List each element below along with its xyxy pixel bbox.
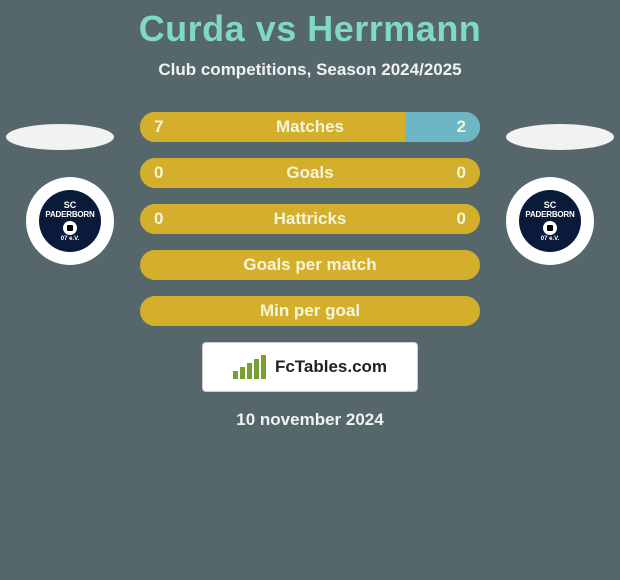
page-title: Curda vs Herrmann <box>0 0 620 50</box>
stat-right-value: 0 <box>457 158 466 188</box>
stat-row: Matches7 2 <box>140 112 480 142</box>
stat-row: Goals0 0 <box>140 158 480 188</box>
date-label: 10 november 2024 <box>0 410 620 430</box>
stat-left-value: 0 <box>154 204 163 234</box>
stat-left-value: 7 <box>154 112 163 142</box>
stat-right-value: 2 <box>457 112 466 142</box>
stat-label: Goals <box>140 158 480 188</box>
comparison-infographic: Curda vs Herrmann Club competitions, Sea… <box>0 0 620 580</box>
stats-rows-container: Matches72Goals00Hattricks00Goals per mat… <box>0 112 620 326</box>
stat-right-value: 0 <box>457 204 466 234</box>
stat-label: Goals per match <box>140 250 480 280</box>
brand-text: FcTables.com <box>275 357 387 377</box>
stat-label: Hattricks <box>140 204 480 234</box>
brand-box: FcTables.com <box>202 342 418 392</box>
stat-row: Min per goal <box>140 296 480 326</box>
stat-row: Goals per match <box>140 250 480 280</box>
stat-left-value: 0 <box>154 158 163 188</box>
bar-chart-icon <box>233 355 269 379</box>
subtitle: Club competitions, Season 2024/2025 <box>0 60 620 80</box>
stat-label: Matches <box>140 112 480 142</box>
stat-row: Hattricks0 0 <box>140 204 480 234</box>
stat-label: Min per goal <box>140 296 480 326</box>
